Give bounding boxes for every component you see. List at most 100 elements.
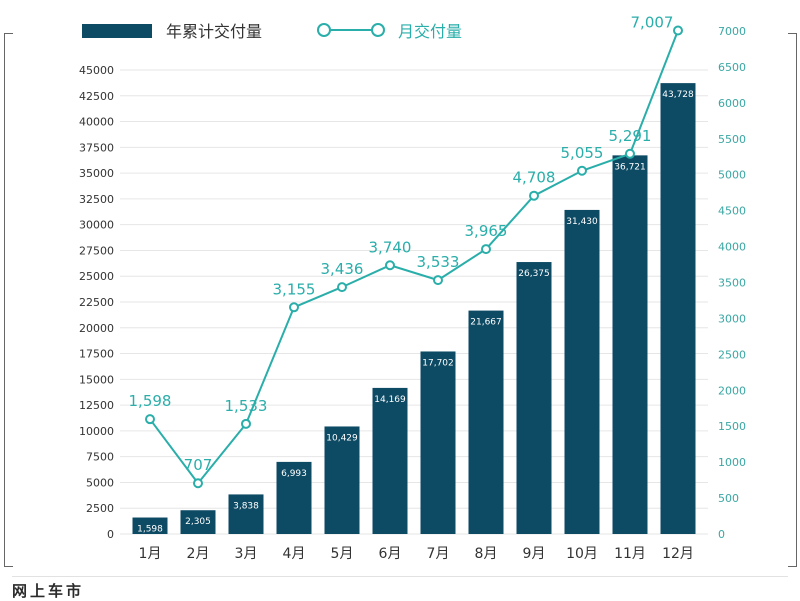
- right-y-tick-label: 6500: [718, 61, 746, 74]
- legend-line-marker: [371, 23, 385, 37]
- left-y-tick-label: 15000: [79, 373, 114, 386]
- line-point: [193, 478, 203, 489]
- x-tick-label: 9月: [523, 546, 546, 562]
- delivery-chart: 1,598 2,305 3,838 6,993 10,429 14,169 17,702 21…: [79, 13, 746, 562]
- legend: 年累计交付量 月交付量: [82, 22, 462, 41]
- left-frame-bracket: [4, 33, 13, 567]
- left-y-tick-label: 20000: [79, 322, 114, 335]
- bar-value-label: 43,728: [662, 90, 694, 100]
- bar: [372, 387, 408, 534]
- bar-value-label: 26,375: [518, 269, 550, 279]
- x-tick-label: 4月: [283, 546, 306, 562]
- bar: [516, 262, 552, 534]
- right-y-tick-label: 2500: [718, 348, 746, 361]
- legend-bar-label: 年累计交付量: [166, 22, 262, 41]
- line-point: [577, 165, 587, 176]
- left-y-tick-label: 22500: [79, 296, 114, 309]
- line-point: [481, 244, 491, 255]
- line-point: [241, 418, 251, 429]
- line-point: [289, 302, 299, 313]
- x-tick-label: 8月: [475, 546, 498, 562]
- left-y-tick-label: 40000: [79, 116, 114, 129]
- left-y-tick-label: 30000: [79, 219, 114, 232]
- line-point: [433, 275, 443, 286]
- bar: [180, 510, 216, 534]
- footer-divider: [12, 576, 788, 577]
- bar: [324, 426, 360, 534]
- x-tick-label: 1月: [139, 546, 162, 562]
- bar-value-labels: 1,598 2,305 3,838 6,993 10,429 14,169 17,702 21…: [137, 90, 694, 534]
- left-y-tick-label: 32500: [79, 193, 114, 206]
- bar-value-label: 3,838: [233, 501, 259, 511]
- right-y-tick-label: 1500: [718, 420, 746, 433]
- line-value-label: 7,007: [631, 13, 674, 31]
- line-value-label: 3,965: [465, 222, 508, 240]
- bar-series: [132, 83, 696, 535]
- right-y-tick-label: 7000: [718, 25, 746, 38]
- legend-line-marker: [317, 23, 331, 37]
- line-value-label: 1,598: [129, 392, 172, 410]
- line-point: [337, 282, 347, 293]
- watermark-text: 网上车市: [12, 582, 85, 600]
- grid-lines: [120, 69, 708, 535]
- right-y-tick-label: 1000: [718, 456, 746, 469]
- bar-value-label: 10,429: [326, 433, 358, 443]
- line-point: [529, 190, 539, 201]
- line-value-label: 3,533: [417, 253, 460, 271]
- bar: [564, 209, 600, 534]
- bar: [612, 155, 648, 534]
- right-y-tick-label: 500: [718, 492, 739, 505]
- bar-value-label: 17,702: [422, 358, 454, 368]
- right-y-tick-label: 0: [718, 528, 725, 541]
- line-point: [145, 414, 155, 425]
- left-y-tick-label: 45000: [79, 64, 114, 77]
- left-y-tick-label: 0: [107, 528, 114, 541]
- bar-value-label: 21,667: [470, 318, 502, 328]
- x-tick-label: 6月: [379, 546, 402, 562]
- right-y-tick-label: 3000: [718, 312, 746, 325]
- right-y-tick-label: 4500: [718, 205, 746, 218]
- bar-value-label: 1,598: [137, 525, 163, 535]
- left-y-tick-label: 12500: [79, 399, 114, 412]
- right-y-tick-label: 6000: [718, 97, 746, 110]
- left-y-tick-label: 17500: [79, 348, 114, 361]
- x-tick-label: 11月: [614, 546, 646, 562]
- left-y-tick-label: 27500: [79, 244, 114, 257]
- bar-value-label: 31,430: [566, 217, 598, 227]
- x-tick-label: 2月: [187, 546, 210, 562]
- line-value-label: 4,708: [513, 169, 556, 187]
- x-tick-label: 3月: [235, 546, 258, 562]
- right-frame-bracket: [788, 33, 797, 567]
- line-value-label: 3,436: [321, 260, 364, 278]
- right-y-tick-label: 3500: [718, 277, 746, 290]
- line-value-label: 3,155: [273, 280, 316, 298]
- left-y-tick-label: 7500: [86, 451, 114, 464]
- bar-value-label: 2,305: [185, 517, 211, 527]
- right-y-tick-label: 5000: [718, 169, 746, 182]
- line-series: [145, 25, 683, 489]
- left-y-tick-label: 42500: [79, 90, 114, 103]
- line-point: [673, 25, 683, 36]
- left-y-tick-label: 37500: [79, 141, 114, 154]
- bar-value-label: 36,721: [614, 162, 646, 172]
- bar: [420, 351, 456, 534]
- bar: [468, 310, 504, 534]
- bar: [132, 517, 168, 534]
- line-value-labels: 1,598 707 1,533 3,155 3,436 3,740 3,533 3,965 4,…: [129, 13, 674, 474]
- line-value-label: 1,533: [225, 397, 268, 415]
- line-value-label: 5,291: [609, 127, 652, 145]
- legend-line-label: 月交付量: [398, 22, 462, 41]
- right-y-axis-ticks: 0 500 1000 1500 2000 2500 3000 3500 4000 4500 5000…: [718, 25, 746, 541]
- bar-value-label: 14,169: [374, 395, 406, 405]
- right-y-tick-label: 2000: [718, 384, 746, 397]
- line-value-label: 5,055: [561, 144, 604, 162]
- line-point: [385, 260, 395, 271]
- left-y-tick-label: 2500: [86, 502, 114, 515]
- x-tick-label: 12月: [662, 546, 694, 562]
- line-value-label: 707: [184, 456, 213, 474]
- line-path: [149, 30, 679, 485]
- legend-bar-swatch: [82, 24, 152, 38]
- x-tick-label: 7月: [427, 546, 450, 562]
- line-value-label: 3,740: [369, 238, 412, 256]
- bar: [228, 494, 264, 534]
